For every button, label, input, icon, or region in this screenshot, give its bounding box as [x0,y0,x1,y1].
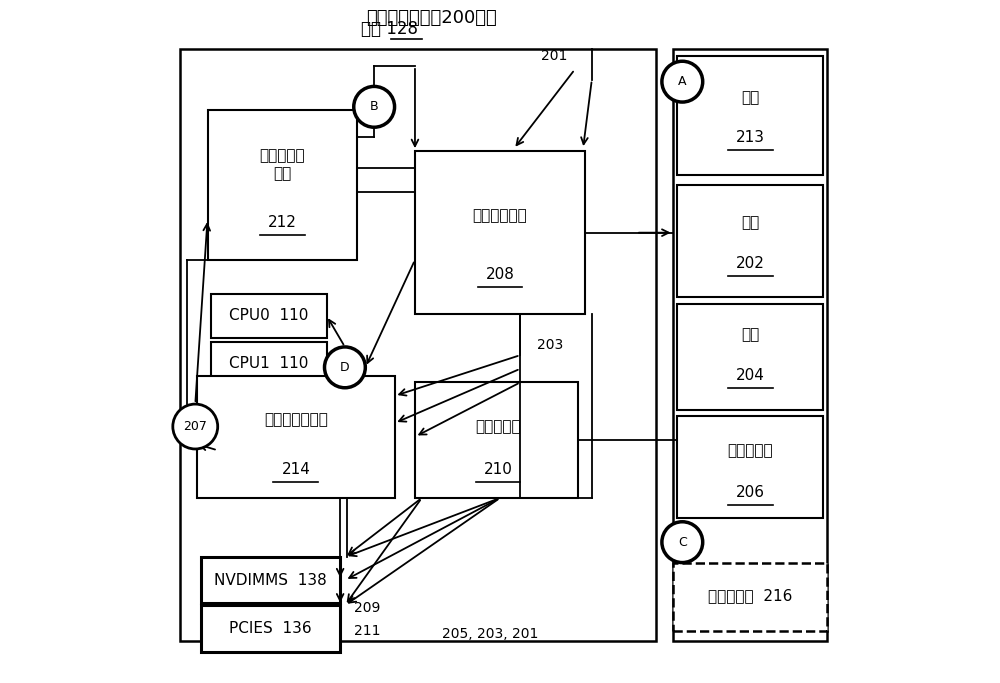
Text: 热插拔控制器: 热插拔控制器 [473,208,527,223]
Text: 212: 212 [268,215,297,230]
Text: C: C [678,535,687,548]
Text: 平台控制器
中柜: 平台控制器 中柜 [260,148,305,181]
Bar [415,151,585,314]
Text: A: A [678,75,687,88]
Text: 数据保存状态机: 数据保存状态机 [264,413,328,428]
Text: 柴油发电机  216: 柴油发电机 216 [708,588,793,602]
Bar [415,382,578,498]
Text: 204: 204 [736,368,765,383]
Text: 数据保存子系统200架构: 数据保存子系统200架构 [367,10,497,27]
Text: B: B [370,100,378,113]
Text: 203: 203 [537,338,564,352]
Text: 213: 213 [736,130,765,145]
Bar [201,605,340,652]
Text: 电池: 电池 [741,327,759,342]
Text: 210: 210 [484,462,512,477]
Text: 主板 128: 主板 128 [361,20,418,38]
Bar [201,557,340,603]
Text: 208: 208 [486,267,514,282]
Circle shape [662,522,703,563]
Text: 214: 214 [281,462,310,477]
Text: 电源: 电源 [741,215,759,230]
Text: 205, 203, 201: 205, 203, 201 [442,627,539,641]
Text: CPU0  110: CPU0 110 [229,308,308,323]
Bar [673,49,827,641]
Text: NVDIMMS  138: NVDIMMS 138 [214,573,327,588]
Text: 框架管理器: 框架管理器 [728,443,773,458]
Bar [208,110,357,260]
Text: 209: 209 [354,601,380,615]
Bar [677,185,823,297]
Text: 202: 202 [736,256,765,271]
Bar [677,56,823,175]
Text: 基板控制器: 基板控制器 [475,419,521,434]
Text: 201: 201 [541,48,567,63]
Text: 207: 207 [183,420,207,433]
Circle shape [325,347,365,388]
Text: D: D [340,361,350,374]
Bar [197,376,395,498]
Bar [211,294,327,338]
Bar [211,342,327,386]
Text: 211: 211 [354,624,380,638]
Circle shape [662,61,703,102]
Bar [677,304,823,410]
Text: 206: 206 [736,485,765,500]
Bar [180,49,656,641]
Text: CPU1  110: CPU1 110 [229,356,308,371]
Circle shape [354,87,395,127]
Bar [673,563,827,630]
Bar [677,417,823,518]
Text: 框架: 框架 [741,90,759,105]
Text: PCIES  136: PCIES 136 [229,621,312,636]
Circle shape [173,404,218,449]
